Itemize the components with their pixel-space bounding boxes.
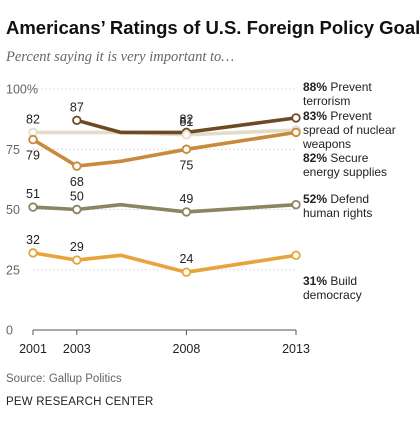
data-label: 24 <box>179 252 193 266</box>
legend-label: spread of nuclear <box>303 123 396 137</box>
data-point <box>28 134 38 145</box>
chart-subtitle: Percent saying it is very important to… <box>5 49 234 65</box>
legend-label: energy supplies <box>303 165 387 179</box>
legend-percent: 52% <box>303 192 327 206</box>
data-point <box>291 250 301 260</box>
data-markers <box>28 113 301 277</box>
data-label: 79 <box>26 149 40 163</box>
y-tick-label: 50 <box>6 203 20 217</box>
source-note: Source: Gallup Politics <box>6 373 122 385</box>
data-label: 32 <box>26 233 40 247</box>
data-point <box>28 202 38 212</box>
data-point <box>181 207 192 217</box>
data-point <box>28 248 38 258</box>
series-lines <box>31 116 298 275</box>
series-line <box>31 202 298 214</box>
legend-entry: 83% Prevent spread of nuclear weapons <box>302 109 396 151</box>
data-label: 75 <box>179 158 193 172</box>
data-point <box>72 115 82 126</box>
legend-percent: 88% <box>303 80 327 94</box>
legend-label: Build <box>327 274 357 288</box>
legend-label: Prevent <box>327 109 372 123</box>
legend-entry: 88% Prevent terrorism <box>303 80 372 108</box>
data-point <box>72 161 82 171</box>
data-label: 82 <box>179 112 193 126</box>
data-label: 81 <box>179 115 193 129</box>
data-point <box>291 127 301 138</box>
series-line <box>31 251 298 275</box>
data-point <box>181 144 192 154</box>
y-tick-label: 0 <box>6 324 13 338</box>
data-label: 68 <box>70 175 84 189</box>
legend-percent: 82% <box>303 151 327 165</box>
x-tick-label: 2003 <box>63 342 91 356</box>
data-label: 29 <box>70 240 84 254</box>
data-point <box>72 204 82 215</box>
legend-label: Secure <box>327 151 369 165</box>
data-label: 51 <box>26 187 40 201</box>
x-tick-label: 2013 <box>282 342 310 356</box>
data-point <box>291 199 301 210</box>
series-line <box>31 130 298 168</box>
data-label: 87 <box>70 100 84 114</box>
data-label: 50 <box>70 190 84 204</box>
legend-label: weapons <box>302 137 351 151</box>
legend-entry: 82% Secure energy supplies <box>303 151 387 179</box>
legend-label: Defend <box>327 192 369 206</box>
data-point <box>181 267 192 277</box>
axes: 100% 75 50 25 0 2001 2003 2008 2013 <box>6 83 310 357</box>
organization-credit: PEW RESEARCH CENTER <box>6 396 154 408</box>
legend-label: Prevent <box>327 80 372 94</box>
data-point <box>291 113 301 123</box>
legend-label: human rights <box>303 206 372 220</box>
legend-entry: 31% Build democracy <box>303 274 362 302</box>
legend-percent: 31% <box>303 274 327 288</box>
legend-label: terrorism <box>303 94 350 108</box>
legend-entry: 52% Defend human rights <box>303 192 372 220</box>
data-point <box>181 130 192 140</box>
x-tick-label: 2008 <box>173 342 201 356</box>
legend-label: democracy <box>303 288 362 302</box>
y-tick-label: 100% <box>6 83 38 97</box>
x-tick-label: 2001 <box>19 342 47 356</box>
data-point <box>72 255 82 265</box>
data-label: 82 <box>26 112 40 126</box>
legend-percent: 83% <box>303 109 327 123</box>
series-line <box>75 116 298 135</box>
y-tick-label: 25 <box>6 263 20 277</box>
data-label: 49 <box>179 192 193 206</box>
y-tick-label: 75 <box>6 143 20 157</box>
chart-title: Americans’ Ratings of U.S. Foreign Polic… <box>6 17 420 38</box>
